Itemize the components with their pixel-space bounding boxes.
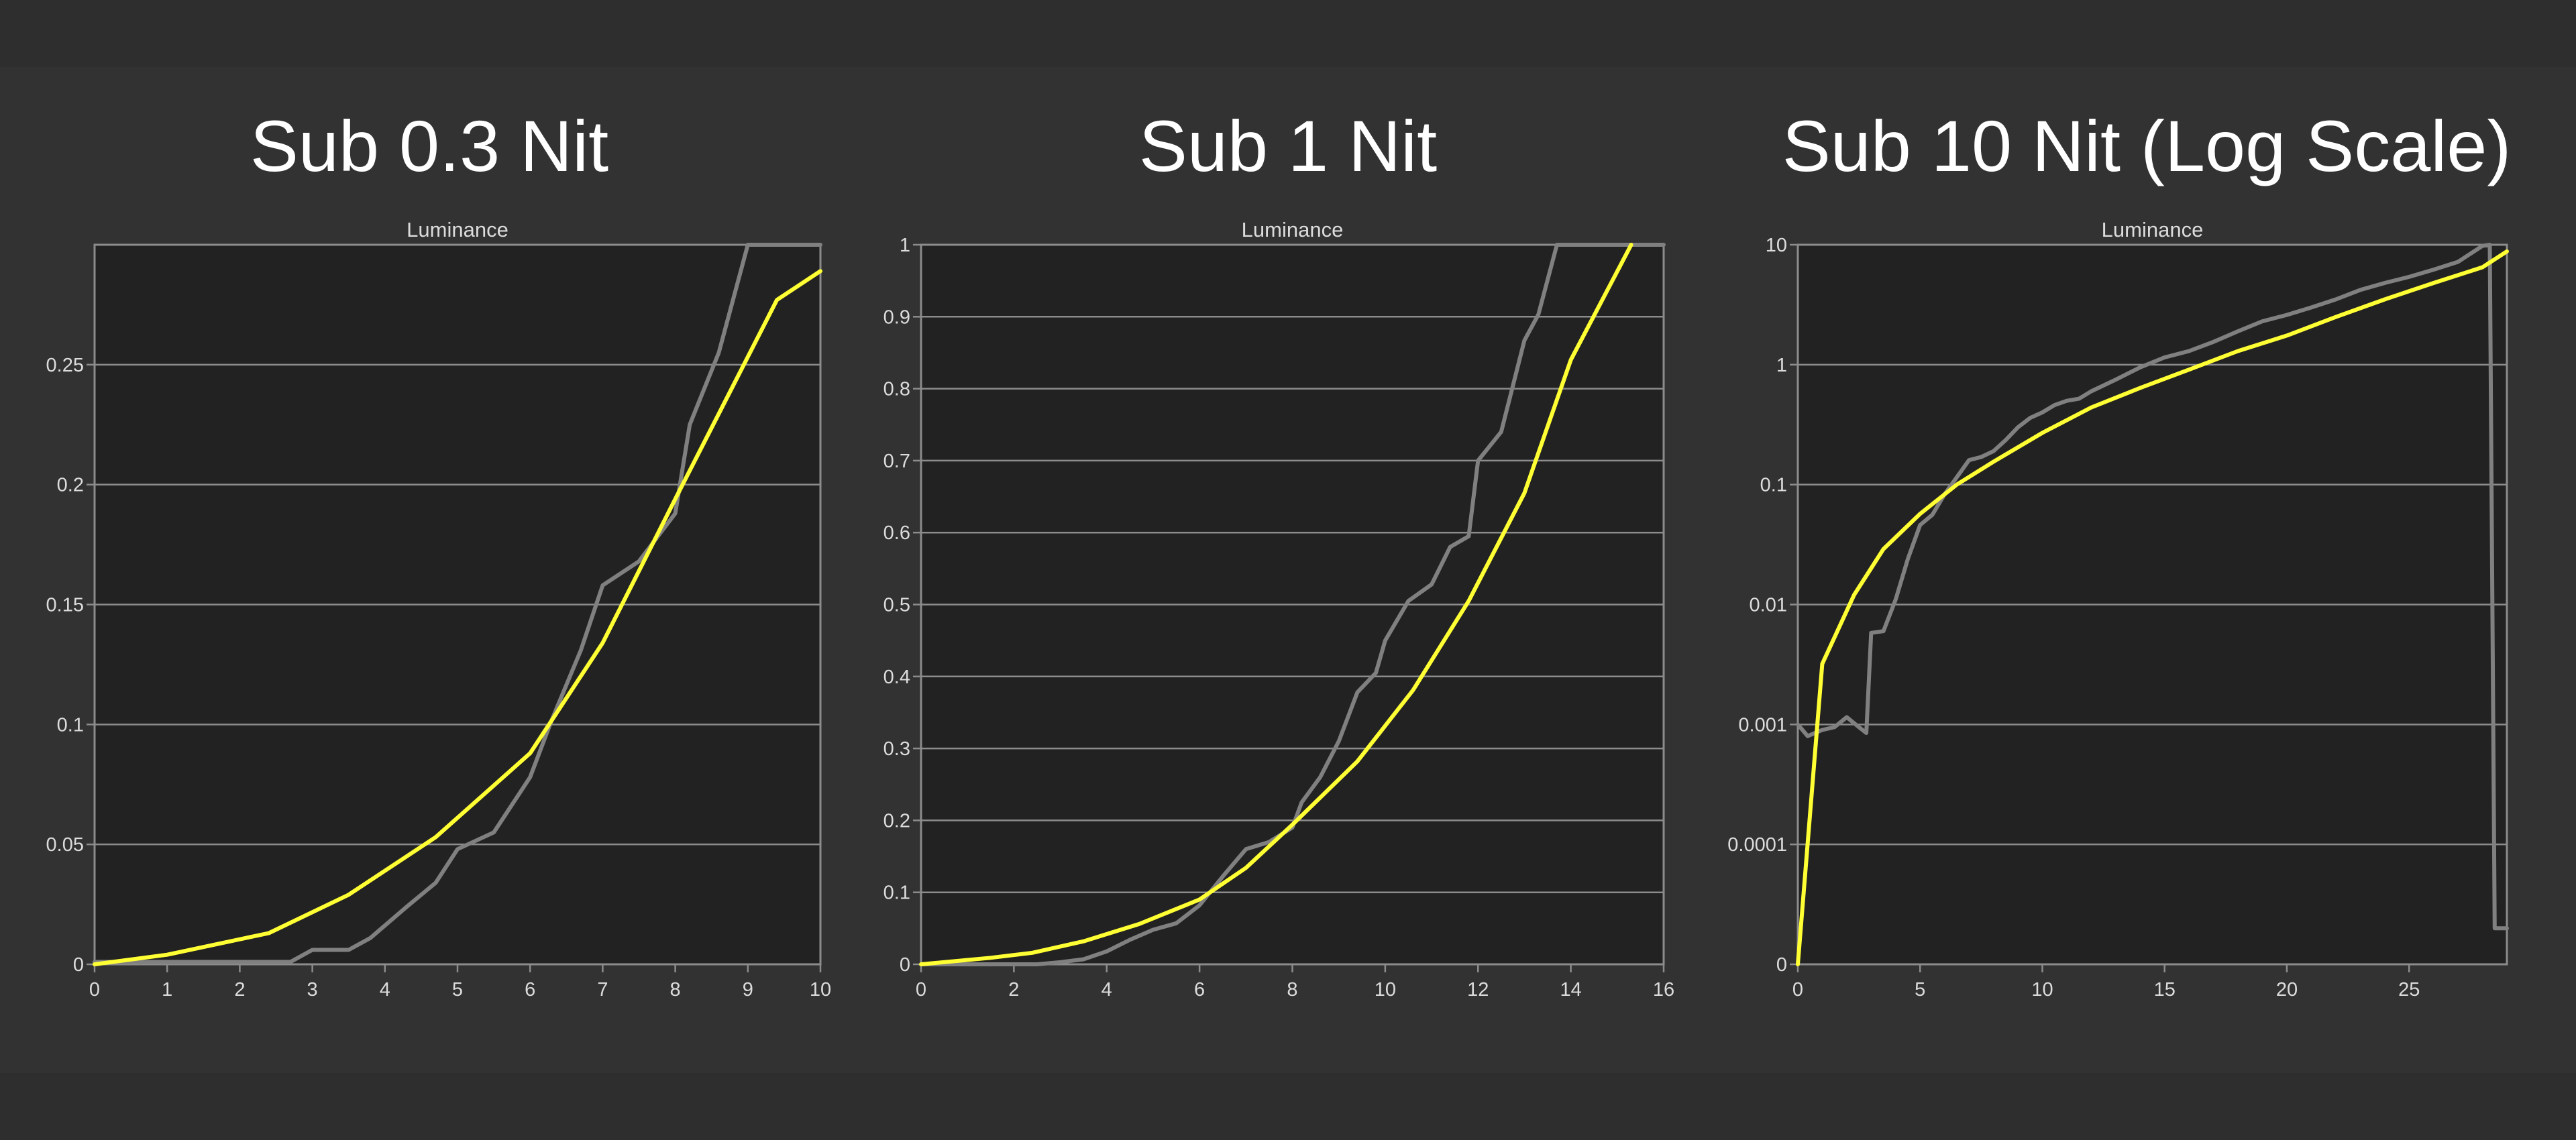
series-line-reference — [1796, 249, 2509, 966]
y-tick-label: 0.2 — [883, 810, 910, 832]
x-tick-label: 15 — [2154, 979, 2176, 1001]
axis-title: Luminance — [1242, 218, 1344, 241]
y-tick-label: 0.01 — [1750, 595, 1787, 616]
chart-figure: Sub 0.3 Nit 0 0.05 0.1 0.15 0.2 0.25 0 1 2 3 4 5 6 7 8… — [0, 67, 2576, 1073]
x-tick-label: 10 — [810, 979, 831, 1001]
y-tick-label: 0.0001 — [1727, 834, 1787, 856]
chart-title: Sub 1 Nit — [1138, 105, 1438, 186]
chart-plot: 0 0.05 0.1 0.15 0.2 0.25 0 1 2 3 4 5 6 7 8 9 10 Luminance — [46, 218, 832, 1001]
x-tick-label: 14 — [1560, 979, 1581, 1001]
x-tick-label: 12 — [1467, 979, 1489, 1001]
axis-title: Luminance — [407, 218, 508, 241]
y-tick-label: 1 — [900, 235, 910, 256]
chart-plot: 00.10.20.30.40.50.60.70.80.910 2 4 6 8 10 12 14… — [883, 218, 1674, 1001]
x-tick-label: 25 — [2398, 979, 2420, 1001]
series-line-reference — [919, 243, 1633, 966]
chart-plot: 0 0.0001 0.001 0.01 0.1 1 10 0 5 10 15 20 25 Luminanc… — [1727, 218, 2509, 1001]
plot-border — [1796, 243, 2508, 966]
x-tick-label: 2 — [234, 979, 245, 1001]
y-tick-label: 0 — [73, 954, 84, 976]
chart-panel-sub-0-3-nit: Sub 0.3 Nit 0 0.05 0.1 0.15 0.2 0.25 0 1 2 3 4 5 6 7 8… — [0, 67, 859, 1073]
x-tick-label: 5 — [452, 979, 463, 1001]
y-tick-label: 10 — [1766, 235, 1787, 256]
y-tick-label: 0.1 — [1760, 475, 1787, 496]
x-tick-label: 0 — [89, 979, 100, 1001]
chart-panel-sub-1-nit: Sub 1 Nit 0 0.1 0.2 0.3 0.4 0.5 0.6 0.7 0.8 0.9 1 0… — [859, 67, 1717, 1073]
y-tick-label: 0 — [900, 954, 910, 976]
x-tick-label: 5 — [1915, 979, 1925, 1001]
plot-border — [920, 243, 1665, 966]
x-tick-label: 10 — [2031, 979, 2053, 1001]
x-tick-label: 0 — [916, 979, 926, 1001]
y-tick-label: 1 — [1776, 355, 1787, 376]
y-tick-label: 0.05 — [46, 834, 84, 856]
x-tick-label: 8 — [1287, 979, 1297, 1001]
y-tick-label: 0.1 — [883, 882, 910, 904]
y-tick-label: 0.6 — [883, 522, 910, 544]
x-tick-label: 0 — [1792, 979, 1803, 1001]
series-line-measured — [919, 243, 1666, 966]
x-tick-label: 4 — [380, 979, 390, 1001]
x-tick-label: 8 — [670, 979, 681, 1001]
y-tick-label: 0.9 — [883, 306, 910, 328]
x-tick-label: 10 — [1375, 979, 1396, 1001]
y-tick-label: 0.25 — [46, 355, 84, 376]
chart-title: Sub 0.3 Nit — [250, 105, 609, 186]
y-tick-label: 0.2 — [57, 475, 84, 496]
x-tick-label: 1 — [162, 979, 172, 1001]
x-tick-label: 9 — [743, 979, 753, 1001]
y-tick-label: 0.4 — [883, 667, 910, 688]
plot-border — [93, 243, 822, 966]
series-line-reference — [93, 269, 822, 966]
y-tick-label: 0.15 — [46, 595, 84, 616]
y-tick-label: 0.001 — [1738, 714, 1787, 736]
y-tick-label: 0.1 — [57, 714, 84, 736]
chart-panel-sub-10-nit-log: Sub 10 Nit (Log Scale) 0 0.0001 0.001 0.01 0… — [1717, 67, 2576, 1073]
x-tick-label: 16 — [1653, 979, 1674, 1001]
series-line-measured — [1796, 243, 2509, 931]
series-line-measured — [93, 243, 822, 964]
chart-title: Sub 10 Nit (Log Scale) — [1782, 105, 2512, 186]
axis-title: Luminance — [2102, 218, 2204, 241]
x-tick-label: 3 — [307, 979, 318, 1001]
y-tick-label: 0.3 — [883, 738, 910, 760]
y-tick-label: 0.8 — [883, 379, 910, 400]
x-tick-label: 7 — [597, 979, 608, 1001]
x-tick-label: 6 — [1194, 979, 1205, 1001]
x-tick-label: 2 — [1008, 979, 1019, 1001]
y-tick-label: 0 — [1776, 954, 1787, 976]
y-tick-label: 0.5 — [883, 595, 910, 616]
x-tick-label: 4 — [1102, 979, 1112, 1001]
x-tick-label: 20 — [2276, 979, 2298, 1001]
y-tick-label: 0.7 — [883, 451, 910, 472]
x-tick-label: 6 — [525, 979, 535, 1001]
